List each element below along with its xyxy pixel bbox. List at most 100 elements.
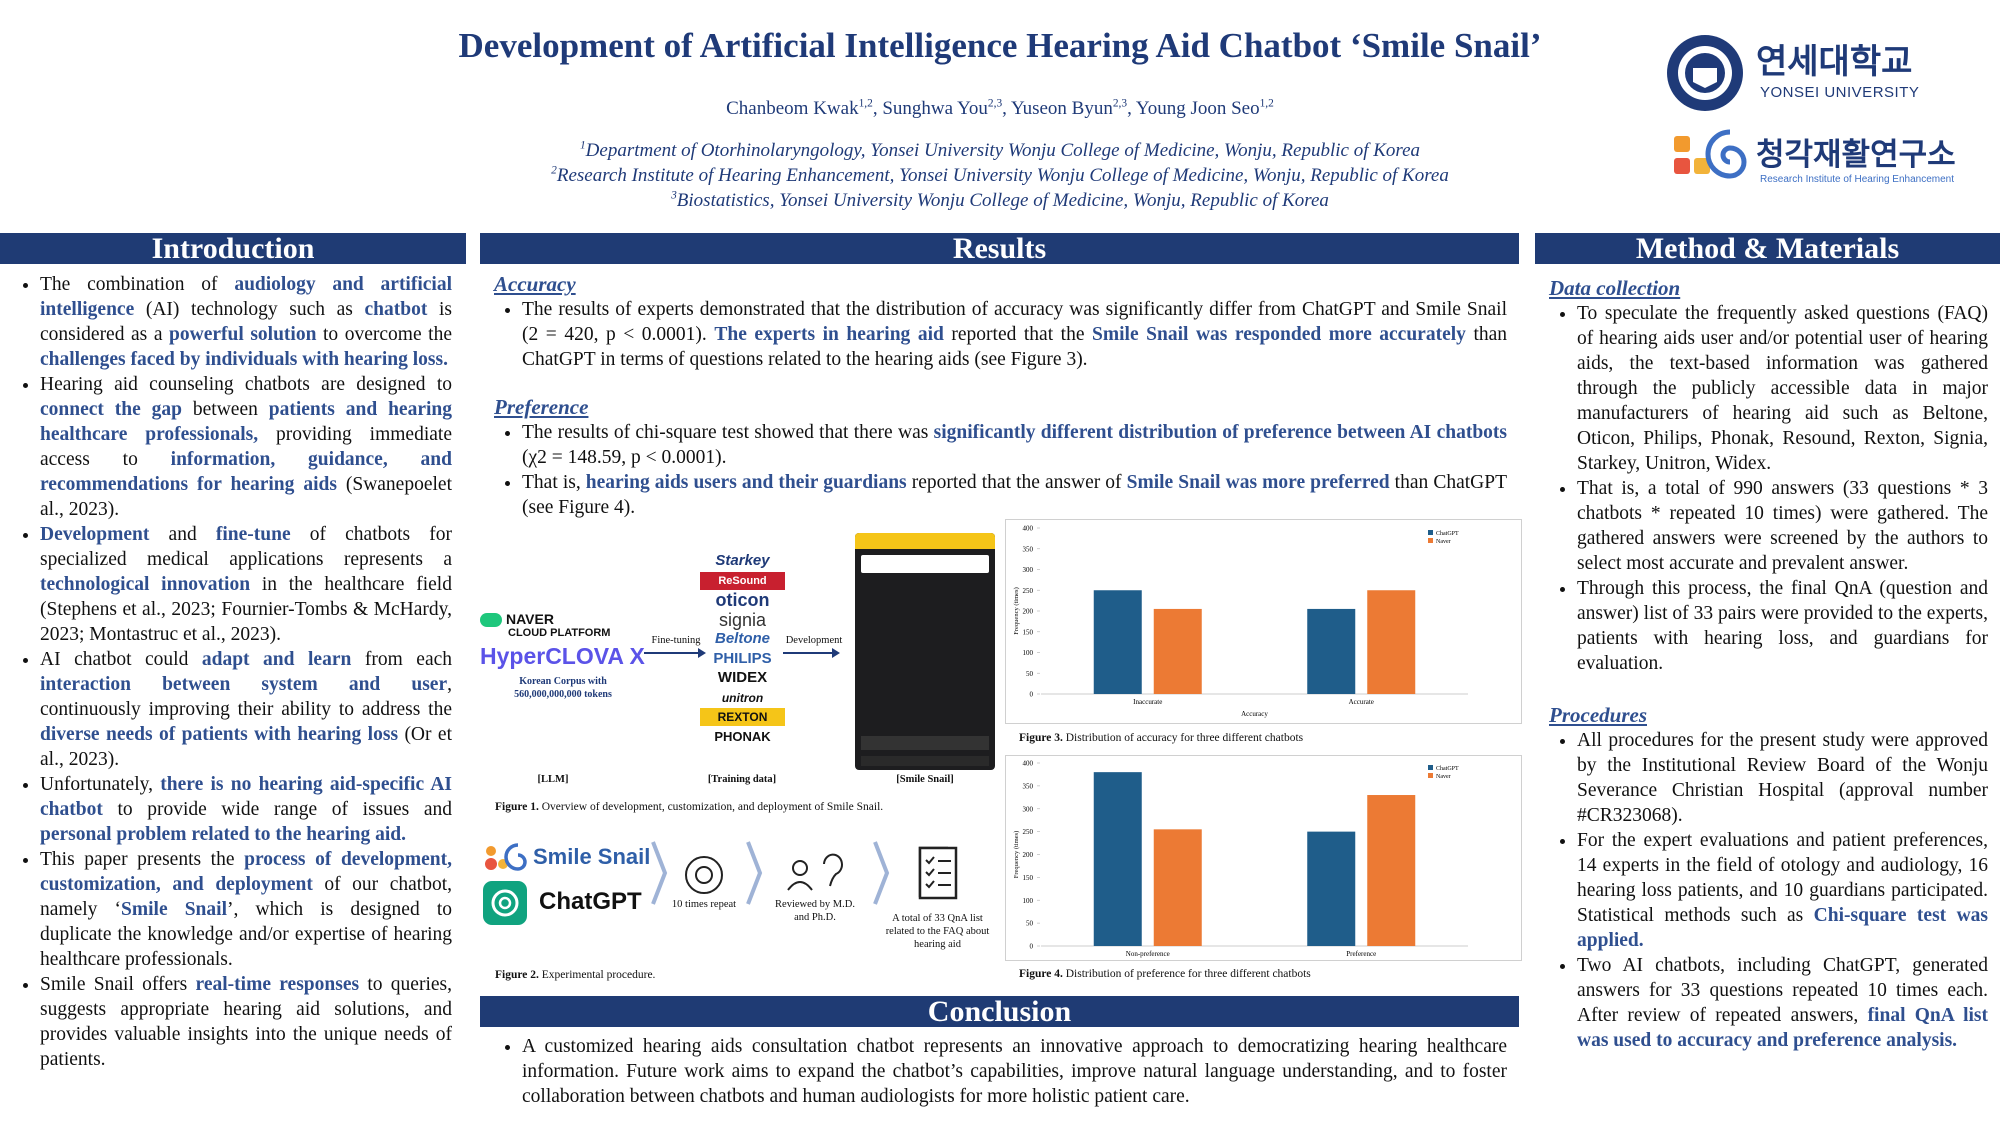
text-run: (AI) technology such as: [134, 299, 365, 320]
highlight: fine-tune: [215, 524, 291, 545]
bullet-list: The combination of audiology and artific…: [12, 272, 452, 1072]
training-brand: Starkey: [715, 552, 770, 569]
x-axis-label: Accuracy: [1241, 710, 1268, 718]
y-tick-label: 250: [1023, 587, 1034, 595]
bar: [1093, 772, 1142, 946]
bullet-list: A customized hearing aids consultation c…: [494, 1034, 1507, 1109]
highlight: The experts in hearing aid: [714, 324, 944, 345]
highlight: there is no hearing aid-specific AI chat…: [40, 774, 452, 820]
procedure-step: A total of 33 QnA list related to the FA…: [885, 913, 990, 950]
text: NAVER: [506, 611, 554, 627]
bullet-item: AI chatbot could adapt and learn from ea…: [40, 647, 452, 772]
bullet-list: All procedures for the present study wer…: [1549, 728, 1988, 1053]
highlight: connect the gap: [40, 399, 183, 420]
y-tick-label: 300: [1023, 566, 1034, 574]
highlight: Smile Snail was more preferred: [1126, 472, 1390, 493]
text-run: To speculate the frequently asked questi…: [1577, 303, 1988, 474]
university-english: YONSEI UNIVERSITY: [1760, 84, 1920, 101]
superscript: 2: [551, 164, 557, 177]
bullet-item: The results of chi-square test showed th…: [522, 420, 1507, 470]
bar: [1153, 608, 1202, 694]
affiliation: 3Biostatistics, Yonsei University Wonju …: [0, 189, 2000, 213]
y-tick-label: 50: [1026, 920, 1034, 928]
legend-swatch: [1428, 773, 1433, 778]
phone-screenshot: [855, 533, 995, 770]
y-tick-label: 350: [1023, 782, 1034, 790]
text-run: (Swanepoelet al., 2023).: [40, 474, 452, 520]
bullet-item: The combination of audiology and artific…: [40, 272, 452, 372]
text-run: , Young Joon Seo: [1127, 98, 1260, 119]
y-tick-label: 100: [1023, 897, 1034, 905]
text-run: in the healthcare field (Stephens et al.…: [40, 574, 452, 645]
poster-title: Development of Artificial Intelligence H…: [458, 26, 1542, 65]
training-brand: REXTON: [700, 708, 785, 726]
text-run: Distribution of accuracy for three diffe…: [1062, 732, 1304, 744]
y-tick-label: 200: [1023, 608, 1034, 616]
legend-swatch: [1428, 765, 1433, 770]
text-run: The results of experts demonstrated that…: [522, 299, 1507, 345]
x-tick-label: Non-preference: [1126, 950, 1170, 958]
highlight: audiology and artificial intelligence: [40, 274, 453, 320]
bar: [1367, 795, 1416, 946]
bar-chart: 0 50 100 150 200 250 300 350 400 Non-preference Pr…: [1005, 755, 1522, 961]
subheading: Data collection: [1549, 276, 1681, 300]
y-axis-label: Frequency (times): [1013, 587, 1020, 634]
figure-label: [Smile Snail]: [896, 774, 954, 785]
highlight: Development: [40, 524, 150, 545]
subheading: Procedures: [1549, 703, 1647, 727]
text-run: This paper presents the: [40, 849, 245, 870]
procedure-step: 10 times repeat: [671, 899, 737, 910]
affiliation: 2Research Institute of Hearing Enhanceme…: [0, 164, 2000, 188]
llm-brand: NAVER: [480, 611, 554, 628]
highlight: technological innovation: [40, 574, 251, 595]
bar: [1307, 608, 1356, 694]
text-run: from each: [351, 649, 452, 670]
caption-label: Figure 2.: [495, 969, 539, 981]
text-run: Research Institute of Hearing Enhancemen…: [556, 165, 1449, 186]
text-run: Overview of development, customization, …: [538, 801, 884, 813]
figure-caption: Figure 1. Overview of development, custo…: [495, 800, 995, 814]
smile-snail-logo: [485, 843, 527, 871]
llm-name: HyperCLOVA X: [480, 643, 645, 669]
superscript: 1: [579, 139, 586, 152]
section-heading: Conclusion: [480, 996, 1519, 1027]
text-run: Chanbeom Kwak: [726, 98, 859, 119]
bullet-list: The results of experts demonstrated that…: [494, 297, 1507, 372]
procedure-step: Reviewed by M.D. and Ph.D.: [775, 899, 855, 923]
procedure-icons: [651, 841, 948, 905]
x-tick-label: Preference: [1346, 950, 1376, 958]
institute-emblem: [1674, 129, 1747, 179]
university-emblem: [1667, 35, 1743, 111]
corpus-note: Korean Corpus with 560,000,000,000 token…: [514, 676, 612, 700]
text-run: of chatbots for specialized medical appl…: [40, 524, 453, 570]
section-heading: Method & Materials: [1535, 233, 2000, 264]
superscript: 1,2: [858, 97, 873, 110]
results-body: Accuracy The results of experts demonstr…: [494, 271, 1507, 520]
flow-arrows: [644, 648, 840, 658]
authors: Chanbeom Kwak1,2, Sunghwa You2,3, Yuseon…: [0, 96, 2000, 122]
caption-label: Figure 4.: [1019, 968, 1063, 980]
chatbot-name: ChatGPT: [539, 888, 642, 915]
legend-label: ChatGPT: [1436, 531, 1459, 537]
highlight: patients and hearing healthcare professi…: [40, 399, 452, 445]
bullet-item: That is, hearing aids users and their gu…: [522, 470, 1507, 520]
llm-platform: CLOUD PLATFORM: [508, 627, 611, 639]
training-brand: ReSound: [700, 571, 785, 590]
training-brand: WIDEX: [717, 669, 768, 686]
text-run: Department of Otorhinolaryngology, Yonse…: [585, 140, 1421, 161]
bar: [1093, 590, 1142, 694]
bullet-item: Hearing aid counseling chatbots are desi…: [40, 372, 452, 522]
section-heading: Results: [480, 233, 1519, 264]
training-brand: signia: [718, 609, 767, 630]
legend-label: Naver: [1436, 774, 1451, 780]
highlight: information, guidance, and recommendatio…: [40, 449, 452, 495]
highlight: process of development, customization, a…: [40, 849, 452, 895]
bar: [1367, 590, 1416, 694]
text-run: The combination of: [40, 274, 235, 295]
caption-label: Figure 1.: [495, 801, 539, 813]
text-run: between: [182, 399, 269, 420]
text-run: providing immediate access to: [40, 424, 452, 470]
text-run: AI chatbot could: [40, 649, 202, 670]
y-tick-label: 0: [1030, 691, 1034, 699]
legend-label: ChatGPT: [1436, 766, 1459, 772]
